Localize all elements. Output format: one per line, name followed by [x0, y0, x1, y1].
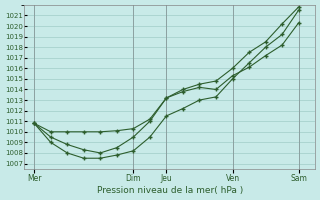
X-axis label: Pression niveau de la mer( hPa ): Pression niveau de la mer( hPa ) [97, 186, 243, 195]
